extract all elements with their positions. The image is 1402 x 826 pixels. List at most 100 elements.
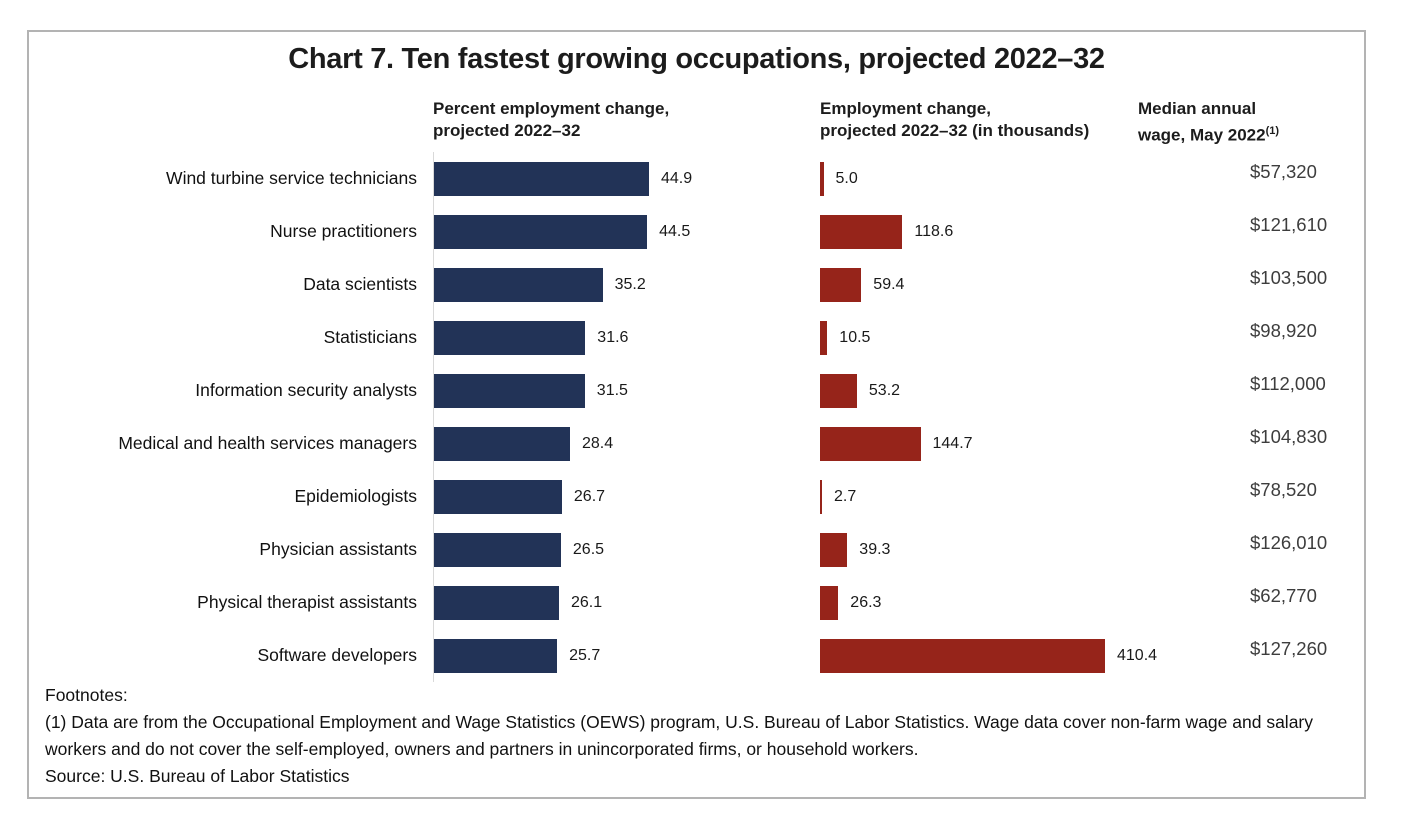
employment-change-value: 144.7: [932, 434, 973, 452]
employment-change-value: 118.6: [914, 222, 954, 240]
employment-change-value: 39.3: [859, 540, 891, 558]
column-headers: Percent employment change, projected 202…: [29, 98, 1364, 148]
percent-change-bar: [434, 320, 586, 355]
occupation-label: Data scientists: [303, 274, 417, 294]
percent-header-line1: Percent employment change,: [433, 99, 670, 118]
median-wage-value: $62,770: [1250, 584, 1317, 606]
table-row: Physical therapist assistants 26.1 26.3 …: [29, 576, 1364, 629]
employment-change-cell: 53.2: [820, 364, 1140, 417]
median-wage-column-header: Median annual wage, May 2022(1): [1138, 98, 1279, 147]
chart-title: Chart 7. Ten fastest growing occupations…: [288, 43, 1105, 75]
employment-change-value: 26.3: [850, 593, 882, 611]
occupation-label: Epidemiologists: [294, 486, 417, 506]
percent-change-column-header: Percent employment change, projected 202…: [433, 98, 669, 142]
percent-change-cell: 26.7: [433, 470, 820, 523]
footnote-1: (1) Data are from the Occupational Emplo…: [45, 712, 1313, 759]
chart-rows: Wind turbine service technicians 44.9 5.…: [29, 152, 1364, 682]
wage-header-line1: Median annual: [1138, 99, 1257, 118]
percent-header-line2: projected 2022–32: [433, 121, 581, 140]
percent-change-cell: 44.5: [433, 205, 820, 258]
median-wage-value: $104,830: [1250, 425, 1328, 447]
median-wage-value: $127,260: [1250, 637, 1328, 659]
employment-change-cell: 118.6: [820, 205, 1140, 258]
occupation-label: Nurse practitioners: [270, 221, 417, 241]
employment-change-value: 59.4: [873, 275, 905, 293]
percent-change-value: 26.5: [572, 540, 605, 558]
median-wage-value: $103,500: [1250, 266, 1328, 288]
source-line: Source: U.S. Bureau of Labor Statistics: [45, 766, 350, 786]
employment-change-value: 10.5: [839, 328, 871, 346]
employment-change-bar: [820, 373, 857, 408]
percent-change-value: 25.7: [569, 646, 601, 664]
percent-change-value: 31.5: [596, 381, 628, 399]
percent-change-bar: [434, 214, 648, 249]
employment-change-value: 2.7: [834, 487, 857, 505]
percent-change-bar: [434, 479, 562, 514]
percent-change-value: 44.9: [661, 169, 693, 187]
employment-change-bar: [820, 267, 862, 302]
table-row: Software developers 25.7 410.4 $127,260: [29, 629, 1364, 682]
median-wage-value: $57,320: [1250, 160, 1317, 182]
employment-change-value: 410.4: [1117, 646, 1158, 664]
occupation-label: Physician assistants: [259, 539, 417, 559]
table-row: Information security analysts 31.5 53.2 …: [29, 364, 1364, 417]
percent-change-bar: [434, 638, 558, 673]
employment-change-bar: [820, 532, 848, 567]
employment-change-value: 5.0: [835, 169, 858, 187]
employment-change-bar: [820, 479, 822, 514]
occupation-label: Software developers: [257, 645, 417, 665]
occupation-label: Information security analysts: [195, 380, 417, 400]
percent-change-cell: 28.4: [433, 417, 820, 470]
median-wage-value: $121,610: [1250, 213, 1328, 235]
employment-change-bar: [820, 638, 1105, 673]
percent-change-bar: [434, 373, 585, 408]
employment-change-bar: [820, 320, 828, 355]
percent-change-cell: 31.5: [433, 364, 820, 417]
percent-change-bar: [434, 532, 561, 567]
employment-change-bar: [820, 161, 824, 196]
percent-change-bar: [434, 161, 649, 196]
employment-change-cell: 59.4: [820, 258, 1140, 311]
employment-change-cell: 5.0: [820, 152, 1140, 205]
employment-change-cell: 26.3: [820, 576, 1140, 629]
footnote-marker: (1): [1265, 125, 1280, 137]
percent-change-value: 44.5: [659, 222, 691, 240]
footnotes-heading: Footnotes:: [45, 685, 128, 705]
employment-change-bar: [820, 214, 903, 249]
table-row: Nurse practitioners 44.5 118.6 $121,610: [29, 205, 1364, 258]
employment-change-column-header: Employment change, projected 2022–32 (in…: [820, 98, 1089, 142]
chart-frame: Chart 7. Ten fastest growing occupations…: [27, 30, 1366, 799]
median-wage-value: $98,920: [1250, 319, 1317, 341]
table-row: Statisticians 31.6 10.5 $98,920: [29, 311, 1364, 364]
percent-change-value: 26.7: [573, 487, 606, 505]
percent-change-value: 28.4: [582, 434, 614, 452]
percent-change-cell: 25.7: [433, 629, 820, 682]
median-wage-value: $78,520: [1250, 478, 1317, 500]
employment-change-value: 53.2: [868, 381, 901, 399]
employment-header-line2: projected 2022–32 (in thousands): [820, 121, 1090, 140]
occupation-label: Wind turbine service technicians: [166, 168, 417, 188]
footnotes: Footnotes: (1) Data are from the Occupat…: [45, 682, 1340, 790]
table-row: Medical and health services managers 28.…: [29, 417, 1364, 470]
percent-change-bar: [434, 426, 570, 461]
percent-change-cell: 26.5: [433, 523, 820, 576]
employment-change-cell: 39.3: [820, 523, 1140, 576]
employment-change-bar: [820, 426, 921, 461]
employment-change-cell: 10.5: [820, 311, 1140, 364]
percent-change-value: 35.2: [614, 275, 646, 293]
occupation-label: Physical therapist assistants: [197, 592, 417, 612]
table-row: Data scientists 35.2 59.4 $103,500: [29, 258, 1364, 311]
occupation-label: Medical and health services managers: [118, 433, 417, 453]
table-row: Physician assistants 26.5 39.3 $126,010: [29, 523, 1364, 576]
percent-change-value: 31.6: [597, 328, 629, 346]
employment-change-cell: 410.4: [820, 629, 1157, 682]
table-row: Epidemiologists 26.7 2.7 $78,520: [29, 470, 1364, 523]
percent-change-cell: 31.6: [433, 311, 820, 364]
employment-change-bar: [820, 585, 839, 620]
table-row: Wind turbine service technicians 44.9 5.…: [29, 152, 1364, 205]
employment-change-cell: 144.7: [820, 417, 1140, 470]
percent-change-value: 26.1: [571, 593, 603, 611]
employment-change-cell: 2.7: [820, 470, 1140, 523]
wage-header-line2: wage, May 2022: [1138, 125, 1266, 145]
occupation-label: Statisticians: [323, 327, 417, 347]
